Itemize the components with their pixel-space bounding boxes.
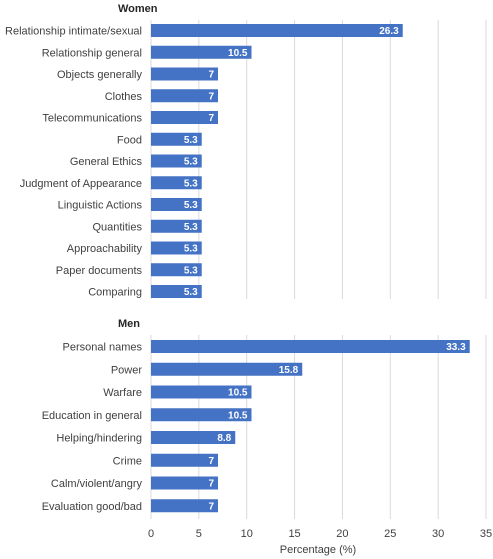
bar	[151, 111, 218, 124]
category-label: Food	[117, 134, 142, 146]
men-group-title: Men	[118, 318, 140, 330]
bar	[151, 45, 252, 59]
women-group-title: Women	[118, 3, 158, 15]
category-label: Education in general	[42, 410, 142, 422]
bar	[151, 385, 252, 399]
data-label: 7	[208, 501, 214, 512]
data-label: 5.3	[184, 135, 198, 146]
category-label: Warfare	[103, 387, 142, 399]
bar	[151, 263, 202, 277]
category-label: Relationship intimate/sexual	[5, 26, 142, 38]
category-label: Power	[111, 364, 143, 376]
data-label: 7	[208, 113, 214, 124]
x-tick-label: 20	[336, 528, 348, 540]
bar	[151, 431, 236, 444]
category-label: Evaluation good/bad	[42, 501, 142, 513]
x-tick-label: 15	[288, 528, 300, 540]
data-label: 5.3	[184, 287, 198, 298]
bar	[151, 89, 218, 103]
category-label: Paper documents	[56, 265, 143, 277]
x-tick-label: 35	[480, 528, 492, 540]
data-label: 5.3	[184, 178, 198, 189]
category-label: Judgment of Appearance	[20, 178, 142, 190]
data-label: 7	[208, 70, 214, 81]
category-label: Comparing	[88, 287, 142, 299]
category-label: Clothes	[105, 91, 143, 103]
x-axis-ticks: 0 5 10 15 20 25 30 35	[148, 528, 492, 540]
bar	[151, 154, 202, 168]
bar	[151, 453, 218, 467]
category-label: Linguistic Actions	[58, 200, 143, 212]
bar	[151, 241, 202, 255]
x-tick-label: 25	[384, 528, 396, 540]
bar	[151, 132, 202, 146]
bar	[151, 285, 202, 298]
data-label: 5.3	[184, 265, 198, 276]
data-label: 5.3	[184, 157, 198, 168]
x-tick-label: 30	[432, 528, 444, 540]
bar	[151, 408, 252, 422]
category-label: Objects generally	[57, 69, 142, 81]
category-label: General Ethics	[70, 156, 143, 168]
bar	[151, 176, 202, 190]
category-label: Approachability	[67, 243, 143, 255]
data-label: 15.8	[279, 365, 299, 376]
bar	[151, 340, 470, 353]
data-label: 10.5	[228, 410, 248, 421]
data-label: 26.3	[379, 26, 399, 37]
bar	[151, 219, 202, 233]
data-label: 10.5	[228, 48, 248, 59]
bar	[151, 24, 403, 37]
category-label: Calm/violent/angry	[51, 478, 143, 490]
bar	[151, 362, 303, 376]
data-label: 33.3	[446, 342, 466, 353]
category-label: Personal names	[63, 342, 143, 354]
category-label: Helping/hindering	[56, 433, 142, 445]
data-label: 7	[208, 479, 214, 490]
category-label: Crime	[113, 455, 142, 467]
bar	[151, 499, 218, 513]
data-label: 7	[208, 456, 214, 467]
data-label: 5.3	[184, 222, 198, 233]
data-label: 10.5	[228, 388, 248, 399]
data-label: 7	[208, 91, 214, 102]
data-label: 5.3	[184, 244, 198, 255]
bar	[151, 67, 218, 81]
category-label: Telecommunications	[42, 113, 142, 125]
x-tick-label: 10	[241, 528, 253, 540]
x-tick-label: 5	[196, 528, 202, 540]
category-label: Relationship general	[42, 47, 142, 59]
x-tick-label: 0	[148, 528, 154, 540]
x-axis-label: Percentage (%)	[280, 544, 356, 556]
data-label: 8.8	[217, 433, 231, 444]
category-label: Quantities	[92, 221, 142, 233]
bar	[151, 476, 218, 490]
bar	[151, 198, 202, 211]
bars: Relationship intimate/sexual 26.3 Relation…	[5, 24, 470, 513]
data-label: 5.3	[184, 200, 198, 211]
